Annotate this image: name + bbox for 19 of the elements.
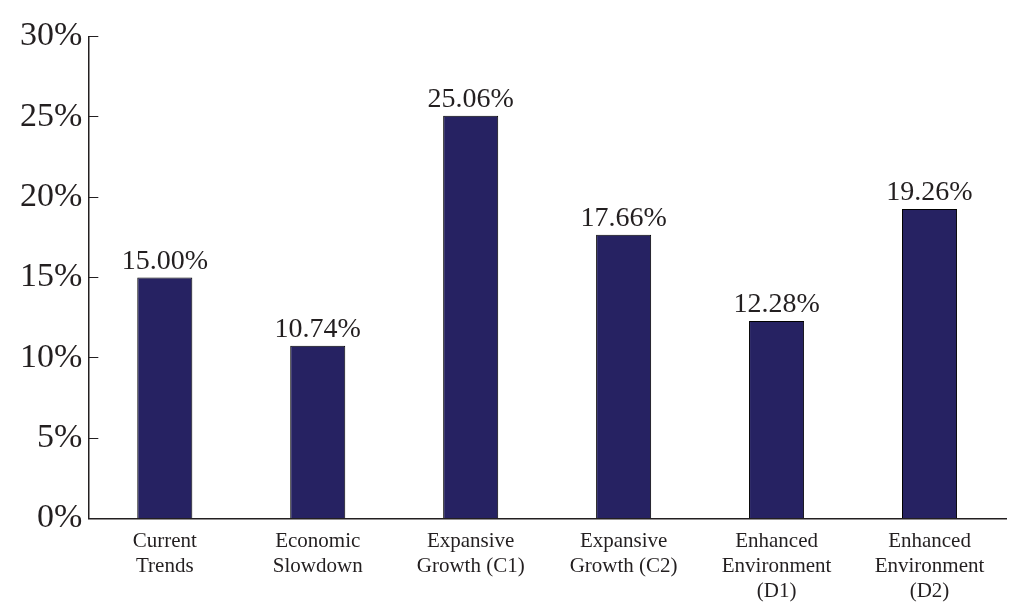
x-tick-label: Expansive Growth (C1) — [416, 527, 525, 577]
data-label: 17.66% — [580, 201, 667, 233]
y-tick-label: 0% — [36, 497, 83, 535]
x-tick-label: Expansive Growth (C2) — [569, 527, 678, 577]
data-label: 25.06% — [427, 82, 514, 114]
y-tick-label: 25% — [19, 95, 83, 133]
x-tick-label: Economic Slowdown — [272, 527, 364, 577]
x-tick-label: Enhanced Environment (D1) — [721, 527, 832, 602]
data-label: 19.26% — [886, 175, 973, 207]
x-tick-label: Enhanced Environment (D2) — [874, 527, 985, 602]
y-tick-label: 30% — [19, 15, 83, 53]
data-label: 12.28% — [733, 287, 820, 319]
x-tick-label: Current Trends — [132, 527, 198, 577]
y-tick-label: 5% — [36, 416, 83, 454]
data-label: 10.74% — [274, 312, 361, 344]
y-tick-label: 15% — [19, 256, 83, 294]
y-tick-label: 10% — [19, 336, 83, 374]
y-tick-label: 20% — [19, 175, 83, 213]
data-label: 15.00% — [121, 243, 208, 275]
